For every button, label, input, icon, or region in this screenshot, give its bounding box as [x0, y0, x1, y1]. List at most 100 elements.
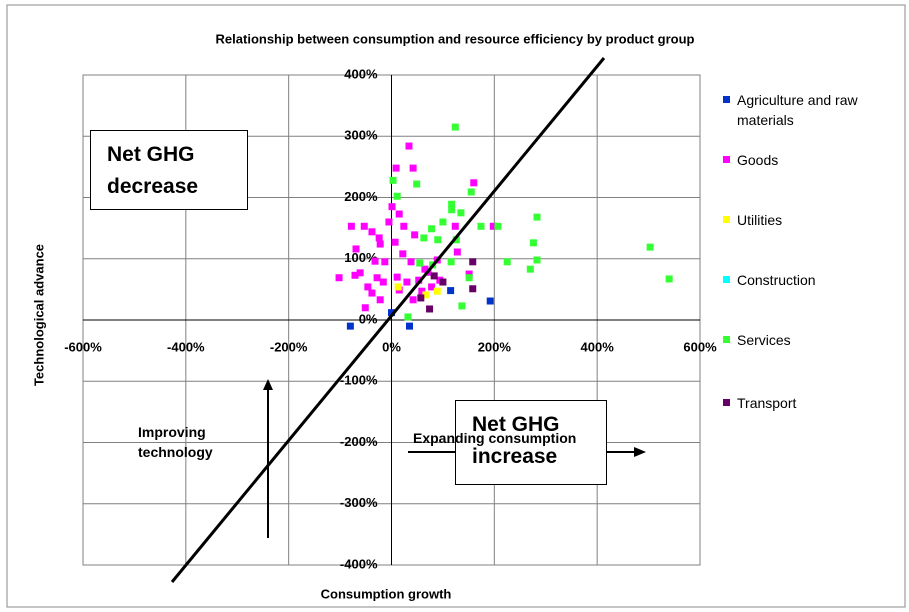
x-tick-label: -600% — [64, 339, 102, 354]
data-point — [399, 250, 407, 258]
y-tick-label: 300% — [344, 128, 378, 143]
legend-label: Services — [723, 330, 907, 350]
data-point — [368, 228, 376, 236]
diagonal-line — [170, 57, 606, 583]
y-tick-label: 200% — [344, 189, 378, 204]
data-point — [430, 272, 438, 280]
y-tick-label: -400% — [340, 556, 378, 571]
legend-label: Utilities — [723, 210, 907, 230]
data-point — [453, 248, 461, 256]
x-axis-title: Consumption growth — [321, 586, 452, 601]
data-point — [533, 256, 541, 264]
data-point — [533, 213, 541, 221]
legend-label: Construction — [723, 270, 907, 290]
y-tick-label: -300% — [340, 495, 378, 510]
data-point — [400, 222, 408, 230]
data-point — [413, 180, 421, 188]
data-point — [376, 296, 384, 304]
data-point — [407, 258, 415, 266]
data-point — [439, 278, 447, 286]
y-axis-title: Technological advance — [31, 244, 46, 386]
data-point — [428, 225, 436, 233]
data-point — [335, 274, 343, 282]
y-tick-label: -100% — [340, 373, 378, 388]
x-tick-label: -200% — [270, 339, 308, 354]
data-point — [394, 283, 402, 291]
data-point — [416, 259, 424, 267]
data-point — [388, 309, 395, 317]
legend-swatch — [723, 216, 730, 223]
data-point — [409, 164, 417, 172]
data-point — [467, 188, 475, 196]
data-point — [469, 285, 477, 293]
data-point — [420, 234, 428, 242]
legend-label: Transport — [723, 393, 907, 413]
legend-swatch — [723, 336, 730, 343]
data-point — [375, 234, 383, 242]
arrow-head — [263, 379, 273, 390]
data-point — [469, 258, 477, 266]
legend-swatch — [723, 156, 730, 163]
data-point — [404, 313, 412, 321]
data-point — [405, 142, 413, 150]
y-tick-label: 400% — [344, 66, 378, 81]
data-point — [364, 283, 372, 291]
data-point — [529, 239, 537, 247]
data-point — [447, 258, 455, 266]
data-point — [371, 257, 379, 265]
data-point — [665, 275, 673, 283]
data-point — [470, 179, 478, 187]
y-tick-label: 100% — [344, 250, 378, 265]
frame-border — [6, 4, 906, 608]
data-point — [352, 245, 360, 253]
data-point — [494, 222, 502, 230]
data-point — [477, 222, 485, 230]
data-point — [646, 243, 654, 251]
data-point — [417, 294, 425, 302]
data-point — [421, 265, 429, 273]
arrow-head — [634, 447, 646, 457]
chart-title: Relationship between consumption and res… — [216, 31, 695, 46]
data-point — [428, 283, 436, 291]
data-point — [405, 322, 413, 330]
legend-label: Agriculture and raw materials — [723, 90, 907, 130]
data-point — [434, 236, 442, 244]
data-point — [457, 209, 465, 217]
data-point — [393, 192, 401, 200]
data-point — [415, 276, 423, 284]
data-point — [526, 265, 534, 273]
data-point — [385, 218, 393, 226]
data-point — [451, 222, 459, 230]
annotation: Expanding consumption — [413, 430, 577, 446]
x-tick-label: 400% — [581, 339, 615, 354]
annotation-box: Net GHG increase — [455, 400, 607, 485]
data-point — [465, 274, 473, 282]
data-point — [447, 287, 455, 295]
data-point — [418, 287, 426, 295]
legend-swatch — [723, 276, 730, 283]
data-point — [391, 238, 399, 246]
data-point — [389, 176, 397, 184]
y-tick-label: 0% — [359, 311, 378, 326]
data-point — [411, 231, 419, 239]
data-point — [439, 218, 447, 226]
data-point — [503, 258, 511, 266]
data-point — [448, 206, 456, 214]
legend-swatch — [723, 96, 730, 103]
data-point — [409, 296, 417, 304]
data-point — [379, 278, 387, 286]
legend-label: Goods — [723, 150, 907, 170]
data-point — [392, 164, 400, 172]
data-point — [458, 302, 466, 310]
data-point — [393, 273, 401, 281]
data-point — [422, 291, 430, 299]
annotation: Improving technology — [138, 424, 213, 460]
data-point — [388, 203, 396, 211]
y-tick-label: -200% — [340, 434, 378, 449]
x-tick-label: -400% — [167, 339, 205, 354]
data-point — [373, 274, 381, 282]
x-tick-label: 200% — [478, 339, 512, 354]
x-tick-label: 600% — [683, 339, 717, 354]
